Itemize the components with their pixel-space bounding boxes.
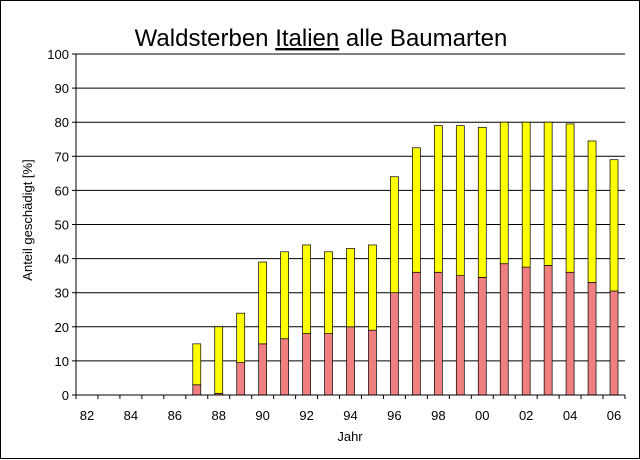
bar-96-series-2 xyxy=(390,176,399,294)
y-tick-label-80: 80 xyxy=(55,115,69,130)
bar-98-series-1 xyxy=(433,271,443,396)
bar-91-series-1 xyxy=(280,338,289,396)
bar-01-series-1 xyxy=(499,263,509,396)
bar-87-series-2 xyxy=(192,343,202,386)
bar-91-series-2 xyxy=(280,251,289,340)
bar-99-series-2 xyxy=(455,125,465,276)
bars xyxy=(192,121,619,396)
x-tick-label-82: 82 xyxy=(80,408,94,423)
bar-97-series-1 xyxy=(412,271,421,396)
bar-90-series-1 xyxy=(258,343,268,396)
x-tick-label-92: 92 xyxy=(299,408,313,423)
y-tick-label-10: 10 xyxy=(55,354,69,369)
y-tick-labels: 0 10 20 30 40 50 60 70 80 90 100 xyxy=(47,47,69,403)
bar-93-series-2 xyxy=(324,251,333,334)
bar-88-series-2 xyxy=(214,326,224,394)
y-tick-label-50: 50 xyxy=(55,218,69,233)
y-tick-label-40: 40 xyxy=(55,252,69,267)
bar-06-series-2 xyxy=(609,159,619,292)
x-tick-label-88: 88 xyxy=(212,408,226,423)
bar-93-series-1 xyxy=(324,333,333,396)
y-axis-label: Anteil geschädigt [%] xyxy=(20,159,35,280)
y-tick-label-100: 100 xyxy=(47,47,69,62)
x-tick-label-02: 02 xyxy=(519,408,533,423)
x-tick-label-84: 84 xyxy=(124,408,138,423)
chart-title-part-3: alle Baumarten xyxy=(339,25,507,52)
bar-92-series-1 xyxy=(302,333,311,396)
bar-89-series-1 xyxy=(236,362,246,396)
bar-95-series-2 xyxy=(368,244,377,331)
x-tick-label-06: 06 xyxy=(607,408,621,423)
x-tick-label-96: 96 xyxy=(387,408,401,423)
y-tick-label-30: 30 xyxy=(55,286,69,301)
bar-06-series-1 xyxy=(609,290,619,396)
bar-92-series-2 xyxy=(302,244,311,334)
bar-97-series-2 xyxy=(412,147,421,273)
bar-05-series-1 xyxy=(587,282,597,396)
bar-02-series-1 xyxy=(521,266,531,396)
bar-01-series-2 xyxy=(499,121,509,265)
x-tick-label-90: 90 xyxy=(255,408,269,423)
y-tick-label-20: 20 xyxy=(55,320,69,335)
y-tick-label-0: 0 xyxy=(62,388,69,403)
bar-94-series-1 xyxy=(346,326,355,396)
bar-02-series-2 xyxy=(521,121,531,268)
bar-98-series-2 xyxy=(433,125,443,273)
x-tick-label-04: 04 xyxy=(563,408,577,423)
y-tick-label-90: 90 xyxy=(55,81,69,96)
bar-04-series-2 xyxy=(565,123,575,273)
chart-title: Waldsterben Italien alle Baumarten xyxy=(135,25,508,52)
y-tick-label-60: 60 xyxy=(55,183,69,198)
x-tick-labels: 82 84 86 88 90 92 94 96 98 00 02 04 06 xyxy=(80,408,622,423)
grid-lines xyxy=(76,53,625,362)
x-axis-label: Jahr xyxy=(337,429,363,444)
bar-99-series-1 xyxy=(455,275,465,396)
axes xyxy=(72,53,626,399)
bar-96-series-1 xyxy=(390,292,399,396)
bar-89-series-2 xyxy=(236,312,246,363)
bar-04-series-1 xyxy=(565,271,575,396)
bar-94-series-2 xyxy=(346,248,355,328)
chart-title-part-2: Italien xyxy=(275,25,339,52)
x-tick-label-94: 94 xyxy=(343,408,357,423)
bar-03-series-1 xyxy=(543,265,553,396)
bar-03-series-2 xyxy=(543,121,553,266)
chart-title-part-1: Waldsterben xyxy=(135,25,276,52)
x-tick-label-00: 00 xyxy=(475,408,489,423)
bar-00-series-2 xyxy=(477,126,487,278)
x-tick-label-86: 86 xyxy=(168,408,182,423)
bar-95-series-1 xyxy=(368,329,377,396)
y-tick-label-70: 70 xyxy=(55,149,69,164)
x-tick-label-98: 98 xyxy=(431,408,445,423)
bar-00-series-1 xyxy=(477,277,487,396)
bar-90-series-2 xyxy=(258,261,268,345)
bar-05-series-2 xyxy=(587,140,597,283)
bar-87-series-1 xyxy=(192,384,202,396)
